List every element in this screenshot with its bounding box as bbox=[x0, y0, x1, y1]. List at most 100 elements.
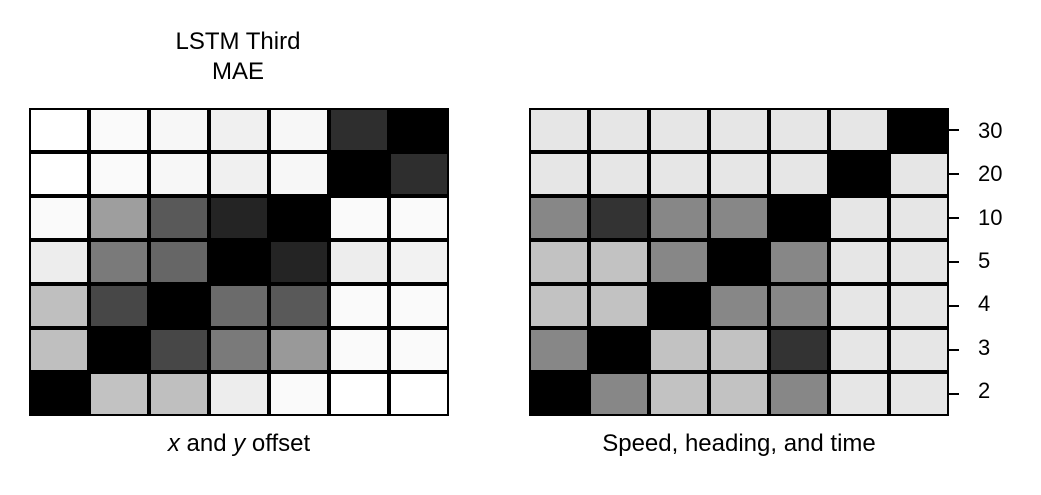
ytick-label: 2 bbox=[978, 378, 991, 403]
xlabel-right: Speed, heading, and time bbox=[602, 430, 876, 457]
heatmap-cell bbox=[591, 154, 647, 194]
heatmap-cell bbox=[651, 154, 707, 194]
ytick-label: 20 bbox=[978, 161, 1003, 186]
heatmap-cell bbox=[331, 330, 387, 370]
heatmap-cell bbox=[151, 286, 207, 326]
heatmap-cell bbox=[91, 330, 147, 370]
heatmap-cell bbox=[211, 198, 267, 238]
heatmap-cell bbox=[271, 286, 327, 326]
heatmap-cell bbox=[331, 198, 387, 238]
heatmap-cell bbox=[271, 198, 327, 238]
heatmap-cell bbox=[31, 330, 87, 370]
heatmap-cell bbox=[211, 110, 267, 150]
heatmap-cell bbox=[271, 242, 327, 282]
heatmap-cell bbox=[711, 242, 767, 282]
heatmap-cell bbox=[891, 110, 947, 150]
heatmap-cell bbox=[151, 330, 207, 370]
heatmap-cell bbox=[771, 286, 827, 326]
heatmap-cell bbox=[771, 110, 827, 150]
heatmap-cell bbox=[151, 198, 207, 238]
xlabel-left-part-offset: offset bbox=[245, 430, 311, 457]
heatmap-cell bbox=[531, 154, 587, 194]
heatmap-cell bbox=[211, 286, 267, 326]
heatmap-cell bbox=[151, 242, 207, 282]
ytick-label: 4 bbox=[978, 291, 991, 316]
heatmap-cell bbox=[151, 154, 207, 194]
heatmap-cell bbox=[91, 374, 147, 414]
heatmap-cell bbox=[531, 330, 587, 370]
chart-title-line2: MAE bbox=[211, 58, 264, 85]
heatmap-cell bbox=[711, 330, 767, 370]
heatmap-cell bbox=[271, 330, 327, 370]
heatmap-cell bbox=[91, 154, 147, 194]
heatmap-cell bbox=[31, 242, 87, 282]
heatmap-cell bbox=[651, 198, 707, 238]
heatmap-cell bbox=[91, 110, 147, 150]
xlabel-left-part-and: and bbox=[179, 430, 234, 457]
heatmap-cell bbox=[891, 330, 947, 370]
heatmap-cell bbox=[711, 110, 767, 150]
heatmap-cell bbox=[211, 330, 267, 370]
heatmap-cell bbox=[31, 286, 87, 326]
heatmap-cell bbox=[771, 198, 827, 238]
heatmap-cell bbox=[891, 242, 947, 282]
heatmap-cell bbox=[591, 110, 647, 150]
heatmap-cell bbox=[711, 154, 767, 194]
heatmap-cell bbox=[331, 154, 387, 194]
chart-title-line1: LSTM Third bbox=[175, 28, 301, 55]
heatmap-cell bbox=[531, 110, 587, 150]
heatmap-cell bbox=[331, 110, 387, 150]
heatmap-cell bbox=[91, 286, 147, 326]
heatmap-cell bbox=[391, 330, 447, 370]
heatmap-cell bbox=[771, 242, 827, 282]
heatmap-cell bbox=[91, 198, 147, 238]
heatmap-cell bbox=[531, 198, 587, 238]
heatmap-cell bbox=[591, 286, 647, 326]
heatmap-cell bbox=[271, 374, 327, 414]
heatmap-cell bbox=[831, 330, 887, 370]
heatmap-cell bbox=[651, 286, 707, 326]
xlabel-left: x and y offset bbox=[29, 430, 449, 458]
heatmap-cell bbox=[531, 286, 587, 326]
ytick-label: 30 bbox=[978, 118, 1003, 143]
heatmap-cell bbox=[151, 374, 207, 414]
heatmap-cell bbox=[831, 286, 887, 326]
heatmap-cell bbox=[211, 154, 267, 194]
heatmap-cell bbox=[591, 330, 647, 370]
heatmap-cell bbox=[91, 242, 147, 282]
heatmap-cell bbox=[391, 198, 447, 238]
heatmap-cell bbox=[531, 374, 587, 414]
heatmap-cell bbox=[331, 286, 387, 326]
heatmap-cell bbox=[331, 374, 387, 414]
heatmap-cell bbox=[31, 110, 87, 150]
heatmap-cell bbox=[31, 198, 87, 238]
heatmap-cell bbox=[771, 154, 827, 194]
ytick-label: 3 bbox=[978, 335, 991, 360]
heatmap-cell bbox=[391, 110, 447, 150]
heatmap-cell bbox=[591, 374, 647, 414]
heatmap-cell bbox=[271, 110, 327, 150]
heatmap-cell bbox=[391, 154, 447, 194]
heatmap-cell bbox=[651, 330, 707, 370]
heatmap-cell bbox=[831, 374, 887, 414]
heatmap-cell bbox=[391, 286, 447, 326]
heatmap-cell bbox=[651, 110, 707, 150]
xlabel-left-part-x: x bbox=[167, 430, 180, 457]
xlabel-left-part-y: y bbox=[233, 430, 246, 457]
heatmap-cell bbox=[391, 242, 447, 282]
heatmap-cell bbox=[211, 374, 267, 414]
heatmap-cell bbox=[771, 330, 827, 370]
heatmap-cell bbox=[891, 198, 947, 238]
heatmap-cell bbox=[711, 374, 767, 414]
heatmap-cell bbox=[151, 110, 207, 150]
heatmap-cell bbox=[711, 286, 767, 326]
heatmap-cell bbox=[891, 154, 947, 194]
heatmap-cell bbox=[711, 198, 767, 238]
heatmap-cell bbox=[651, 242, 707, 282]
heatmap-cell bbox=[211, 242, 267, 282]
heatmap-cell bbox=[271, 154, 327, 194]
ytick-label: 10 bbox=[978, 205, 1003, 230]
heatmap-cell bbox=[31, 154, 87, 194]
heatmap-cell bbox=[891, 286, 947, 326]
heatmap-cell bbox=[831, 154, 887, 194]
